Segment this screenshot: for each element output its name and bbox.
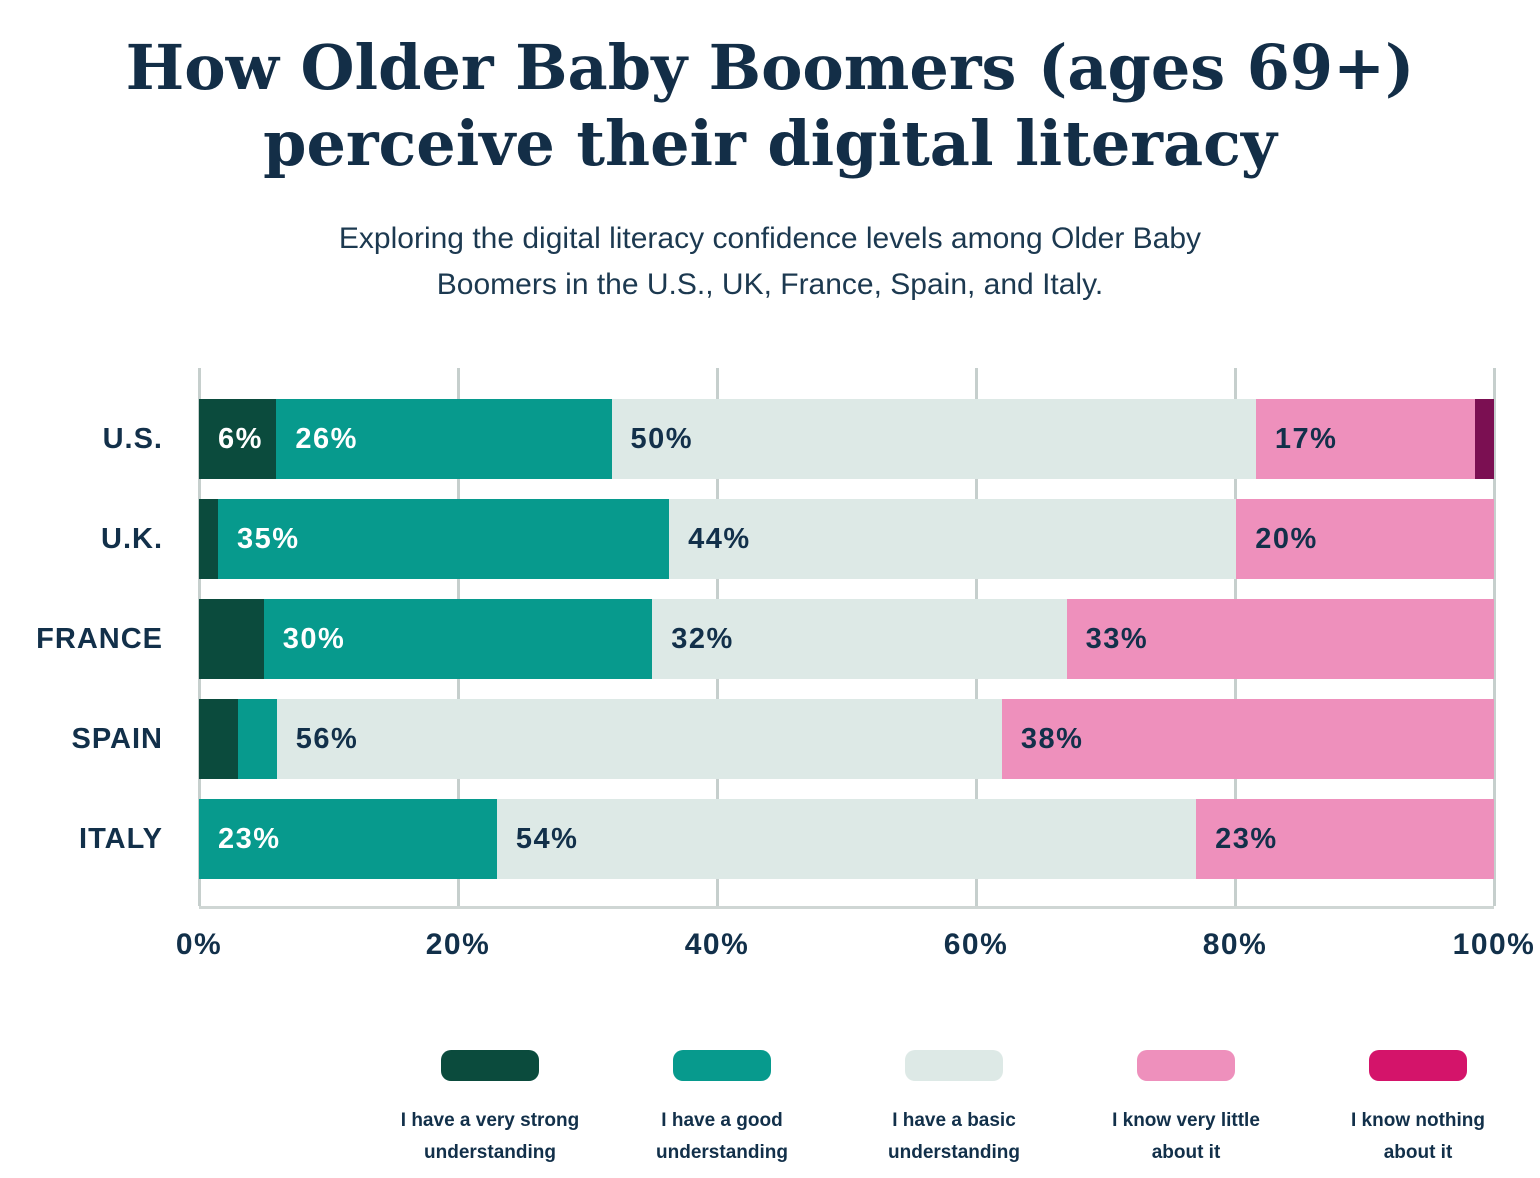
x-tick-label: 100% — [1452, 928, 1536, 961]
legend-swatch — [673, 1050, 771, 1081]
bar-segment — [199, 499, 218, 579]
x-tick-label: 40% — [684, 928, 750, 961]
legend-item: I have a basic understanding — [838, 1050, 1070, 1169]
legend-label: I have a good understanding — [656, 1110, 788, 1163]
category-label: U.K. — [101, 522, 163, 555]
bar-segment — [199, 599, 264, 679]
bar-segment: 38% — [1001, 699, 1494, 779]
bar-segment: 6% — [199, 399, 277, 479]
bar-segment: 23% — [199, 799, 497, 879]
bar-segment: 44% — [669, 499, 1237, 579]
category-label: U.S. — [102, 422, 163, 455]
bar-segment: 32% — [652, 599, 1067, 679]
bar-segment: 56% — [276, 699, 1002, 779]
x-tick-label: 20% — [425, 928, 491, 961]
bar-segment: 33% — [1066, 599, 1494, 679]
legend-swatch — [1369, 1050, 1467, 1081]
bar-segment: 20% — [1236, 499, 1494, 579]
legend-swatch — [441, 1050, 539, 1081]
bar-row-france: 30% 32% 33% — [199, 599, 1494, 679]
bar-segment: 23% — [1196, 799, 1494, 879]
legend-item: I know nothing about it — [1302, 1050, 1534, 1169]
category-label: ITALY — [79, 822, 163, 855]
plot-area: 6% 26% 50% 17% 35% 44% 20% 30% 32% 33% 56% 38% 23% 54… — [197, 368, 1496, 909]
legend-label: I know very little about it — [1112, 1110, 1260, 1163]
legend-swatch — [1137, 1050, 1235, 1081]
bar-segment — [199, 699, 238, 779]
bar-row-us: 6% 26% 50% 17% — [199, 399, 1494, 479]
bar-segment: 26% — [276, 399, 612, 479]
x-tick-label: 60% — [943, 928, 1009, 961]
x-tick-label: 80% — [1202, 928, 1268, 961]
bar-segment — [237, 699, 277, 779]
subtitle-line-1: Exploring the digital literacy confidenc… — [338, 222, 1202, 255]
bar-row-italy: 23% 54% 23% — [199, 799, 1494, 879]
title-line-1: How Older Baby Boomers (ages 69+) — [125, 31, 1415, 104]
legend-item: I know very little about it — [1070, 1050, 1302, 1169]
bar-segment — [1475, 399, 1494, 479]
bar-segment: 35% — [218, 499, 670, 579]
legend-label: I know nothing about it — [1350, 1110, 1486, 1163]
bar-segment: 50% — [611, 399, 1256, 479]
bar-segment: 17% — [1255, 399, 1475, 479]
subtitle-line-2: Boomers in the U.S., UK, France, Spain, … — [436, 268, 1104, 301]
category-label: FRANCE — [36, 622, 163, 655]
title-line-2: perceive their digital literacy — [263, 107, 1277, 180]
legend-label: I have a very strong understanding — [400, 1110, 580, 1163]
bar-segment: 30% — [263, 599, 653, 679]
category-label: SPAIN — [71, 722, 163, 755]
x-tick-label: 0% — [175, 928, 223, 961]
chart-subtitle: Exploring the digital literacy confidenc… — [0, 216, 1540, 308]
bar-row-spain: 56% 38% — [199, 699, 1494, 779]
legend-label: I have a basic understanding — [888, 1110, 1020, 1163]
bar-row-uk: 35% 44% 20% — [199, 499, 1494, 579]
legend: I have a very strong understanding I have … — [0, 1050, 1540, 1178]
bar-segment: 54% — [496, 799, 1197, 879]
gridline — [1492, 368, 1496, 906]
legend-item: I have a very strong understanding — [374, 1050, 606, 1169]
chart-title: How Older Baby Boomers (ages 69+) percei… — [0, 30, 1540, 182]
legend-item: I have a good understanding — [606, 1050, 838, 1169]
legend-swatch — [905, 1050, 1003, 1081]
